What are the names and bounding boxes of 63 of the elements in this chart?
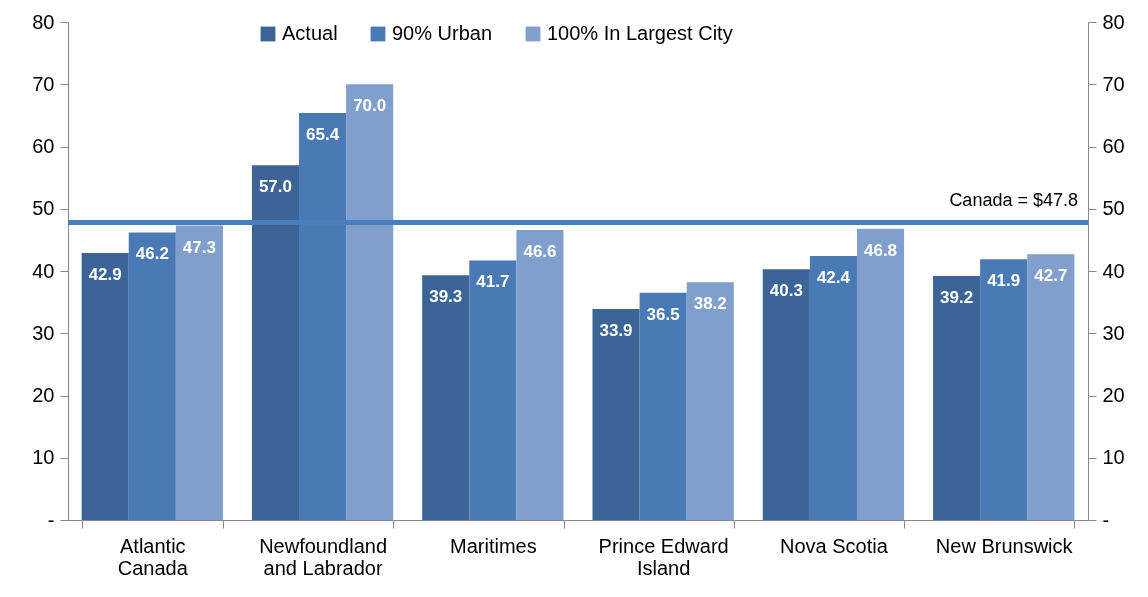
y2-tick-label: - [1102, 508, 1110, 531]
bar [809, 256, 857, 520]
data-label: 38.2 [693, 294, 727, 314]
data-label: 42.9 [88, 264, 122, 284]
data-label: 33.9 [599, 320, 633, 340]
data-label: 42.4 [816, 268, 851, 288]
y2-tick-label: 80 [1102, 10, 1125, 33]
data-label: 39.2 [940, 287, 974, 307]
bar [980, 259, 1028, 520]
x-tick-label: New Brunswick [935, 534, 1074, 557]
legend-label: Actual [282, 22, 338, 44]
y-tick-label: 10 [32, 446, 55, 469]
x-tick-label: Newfoundland and Labrador [259, 534, 388, 579]
y-tick-label: 20 [32, 384, 55, 406]
y-tick-label: 40 [32, 259, 55, 282]
x-tick-label: Atlantic Canada [117, 534, 189, 579]
bar [175, 225, 223, 520]
legend-label: 100% In Largest City [547, 22, 733, 44]
y2-tick-label: 30 [1102, 321, 1125, 344]
bar [762, 269, 810, 520]
ref-line-label: Canada = $47.8 [949, 190, 1078, 211]
y2-tick-label: 60 [1102, 135, 1125, 157]
data-label: 40.3 [769, 281, 803, 301]
data-label: 47.3 [182, 237, 216, 257]
y-tick-label: 30 [32, 321, 55, 344]
y2-tick-label: 50 [1102, 197, 1125, 220]
data-label: 46.6 [523, 241, 557, 261]
y-tick-label: 80 [32, 10, 55, 33]
data-label: 39.3 [429, 287, 463, 307]
data-label: 70.0 [353, 96, 387, 116]
bar [128, 232, 176, 520]
y2-tick-label: 10 [1102, 446, 1125, 469]
bar [933, 275, 981, 520]
bar [251, 165, 300, 520]
bar [81, 252, 129, 520]
data-label: 42.7 [1034, 266, 1068, 286]
data-label: 46.2 [135, 244, 169, 264]
data-label: 46.8 [863, 240, 898, 260]
data-label: 65.4 [306, 124, 340, 144]
bar [639, 292, 687, 520]
legend-label: 90% Urban [392, 22, 493, 44]
data-label: 41.9 [987, 271, 1021, 291]
y2-tick-label: 40 [1102, 259, 1125, 282]
y-tick-label: 50 [32, 197, 55, 220]
bar [422, 275, 470, 520]
bar [686, 282, 734, 520]
data-label: 36.5 [646, 304, 680, 324]
y-tick-label: - [47, 508, 55, 531]
x-tick-label: Nova Scotia [780, 534, 889, 557]
y-tick-label: 70 [32, 72, 55, 95]
y2-tick-label: 20 [1102, 384, 1125, 406]
data-label: 57.0 [258, 177, 293, 197]
data-label: 41.7 [476, 272, 510, 292]
y-tick-label: 60 [32, 135, 55, 157]
bar [1027, 254, 1075, 520]
y2-tick-label: 70 [1102, 72, 1125, 95]
x-tick-label: Prince Edward Island [598, 534, 729, 579]
x-tick-label: Maritimes [450, 534, 537, 557]
bar [856, 228, 905, 520]
bar [346, 84, 394, 520]
bar [469, 260, 517, 520]
bar [592, 308, 640, 520]
bar [516, 229, 564, 520]
